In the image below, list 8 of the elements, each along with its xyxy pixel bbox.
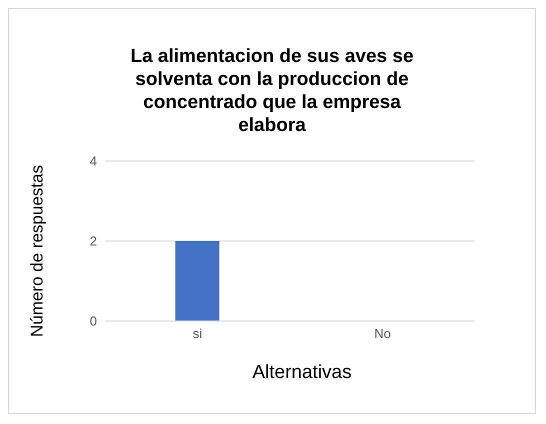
chart-title: La alimentacion de sus aves se solventa con la produccion de concentrado que la empresa elabora: [129, 45, 415, 137]
y-tick-label: 4: [90, 154, 97, 169]
y-axis-title: Número de respuestas: [28, 164, 46, 339]
x-tick-label: si: [192, 326, 202, 342]
y-tick-label: 2: [90, 234, 97, 249]
x-axis-title: Alternativas: [251, 361, 353, 385]
y-tick-label: 0: [90, 314, 97, 329]
x-tick-label: No: [374, 326, 391, 342]
